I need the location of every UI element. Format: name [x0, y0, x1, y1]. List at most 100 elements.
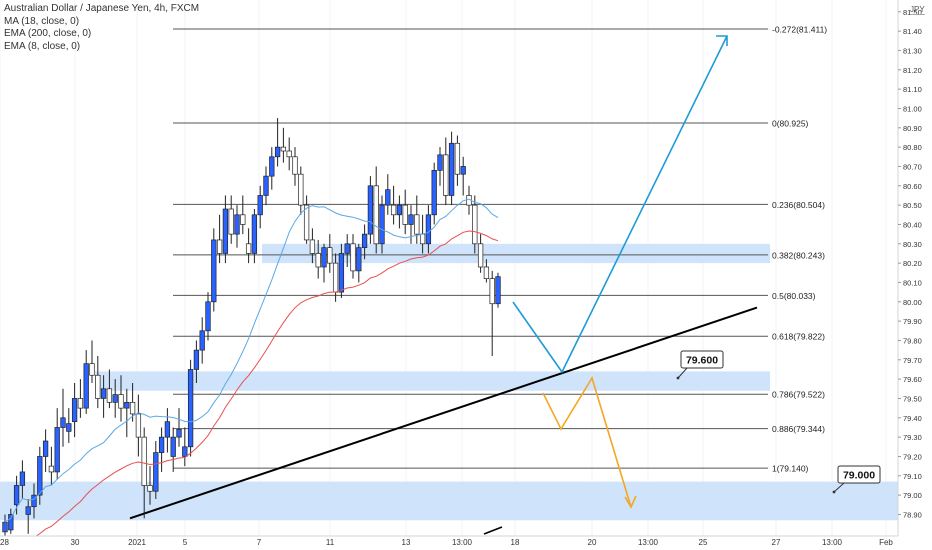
- trendline[interactable]: [129, 306, 758, 520]
- price-tick-label: 81.50: [903, 8, 922, 17]
- fibonacci-retracement[interactable]: -0.272(81.411) 0(80.925) 0.236(80.504) 0.38…: [173, 25, 827, 474]
- candle-body: [309, 239, 316, 254]
- candle-body: [2, 521, 8, 533]
- price-tick-label: 79.10: [903, 472, 922, 481]
- candle-body: [245, 243, 252, 254]
- time-tick-label: 30: [71, 538, 80, 547]
- candle-body: [176, 429, 182, 438]
- callout-pointer: [833, 482, 845, 493]
- fib-label: 0(80.925): [772, 118, 809, 128]
- candle-body: [95, 374, 101, 399]
- candle-body: [129, 401, 136, 415]
- orange-arrowhead: [624, 495, 637, 509]
- candle-body: [338, 253, 345, 293]
- currency-label: JPY: [910, 5, 925, 15]
- price-tick-label: 81.40: [903, 27, 922, 36]
- price-tick-label: 79.00: [903, 491, 922, 500]
- candle-body: [71, 398, 78, 423]
- time-tick-label: 18: [511, 538, 520, 547]
- candle-body: [199, 330, 205, 351]
- price-tick-label: 79.80: [903, 336, 922, 345]
- candle-body: [118, 394, 124, 409]
- price-tick-label: 80.80: [903, 143, 922, 152]
- blue-arrowhead: [716, 35, 728, 46]
- candle-body: [373, 185, 379, 245]
- time-axis-bg: [0, 536, 932, 550]
- legend-ema8: EMA (8, close, 0): [4, 40, 81, 52]
- candle-body: [315, 253, 321, 268]
- grid: [0, 0, 887, 536]
- candle-body: [269, 156, 275, 177]
- price-tick-label: 80.20: [903, 259, 922, 268]
- callout-box[interactable]: [680, 350, 724, 369]
- price-tick-label: 79.30: [903, 433, 922, 442]
- price-tick-label: 79.40: [903, 414, 922, 423]
- candle-body: [274, 146, 281, 158]
- time-tick-label: 13:00: [822, 538, 843, 547]
- candle-body: [483, 266, 490, 279]
- time-axis[interactable]: 28 30 2021 5 7 11 13 13:00 18 20 13:00 25 27 13:00 Feb: [0, 535, 932, 550]
- candle-body: [141, 436, 147, 486]
- price-tick-label: 79.90: [903, 317, 922, 326]
- callout-label: 79.600: [686, 355, 718, 367]
- candle-body: [321, 247, 327, 268]
- blue-projection-path[interactable]: [512, 35, 728, 374]
- candle-body: [205, 301, 211, 332]
- candle-body: [443, 154, 449, 196]
- trendline-stub[interactable]: [483, 526, 503, 535]
- candle-body: [437, 154, 443, 171]
- fib-label: 0.786(79.522): [772, 390, 825, 400]
- candle-body: [298, 173, 304, 206]
- candle-body: [153, 452, 159, 492]
- candle-body: [379, 204, 385, 245]
- candle-body: [77, 398, 84, 409]
- candle-body: [106, 388, 113, 403]
- candle-body: [187, 369, 194, 448]
- time-tick-label: 2021: [128, 538, 146, 547]
- candle-body: [193, 349, 200, 370]
- candle-body: [425, 214, 432, 245]
- candle-body: [60, 417, 66, 428]
- price-tick-label: 80.30: [903, 240, 922, 249]
- candle-body: [460, 166, 466, 175]
- time-tick-label: 7: [257, 538, 262, 547]
- ema-200-line: [4, 230, 499, 550]
- candle-body: [390, 204, 397, 216]
- candle-body: [112, 394, 118, 403]
- candle-body: [240, 214, 246, 225]
- price-tick-label: 81.10: [903, 85, 922, 94]
- price-tick-label: 80.90: [903, 124, 922, 133]
- candle-body: [48, 465, 55, 473]
- callout-label: 79.000: [843, 470, 875, 482]
- price-tick-label: 80.10: [903, 278, 922, 287]
- price-tick-label: 79.60: [903, 375, 922, 384]
- price-callouts[interactable]: 79.600 79.000: [676, 350, 881, 494]
- fib-label: 0.886(79.344): [772, 424, 825, 434]
- price-axis[interactable]: 81.50 81.40 81.30 81.20 81.10 81.00 80.90 80.80…: [897, 0, 932, 550]
- candle-body: [37, 456, 43, 496]
- candle-body: [8, 514, 14, 531]
- candle-body: [216, 239, 223, 254]
- price-tick-label: 81.20: [903, 66, 922, 75]
- time-tick-label: 20: [588, 538, 597, 547]
- candle-body: [280, 146, 287, 152]
- candle-body: [367, 185, 374, 235]
- candle-body: [147, 485, 153, 492]
- price-tick-label: 80.60: [903, 182, 922, 191]
- candle-body: [89, 363, 95, 376]
- candle-body: [251, 214, 258, 254]
- zone-rect: [0, 481, 898, 521]
- fib-label: 0.618(79.822): [772, 332, 825, 342]
- candle-body: [54, 427, 60, 473]
- price-tick-label: 79.20: [903, 452, 922, 461]
- projection-arrows[interactable]: [512, 35, 728, 509]
- candle-body: [356, 247, 362, 272]
- price-axis-bg: [898, 0, 932, 550]
- callout-box[interactable]: [837, 465, 881, 484]
- orange-projection-path[interactable]: [542, 376, 632, 508]
- candle-body: [489, 278, 495, 305]
- candle-body: [477, 243, 484, 268]
- candlesticks: [2, 118, 501, 540]
- trendline-group[interactable]: [129, 306, 758, 535]
